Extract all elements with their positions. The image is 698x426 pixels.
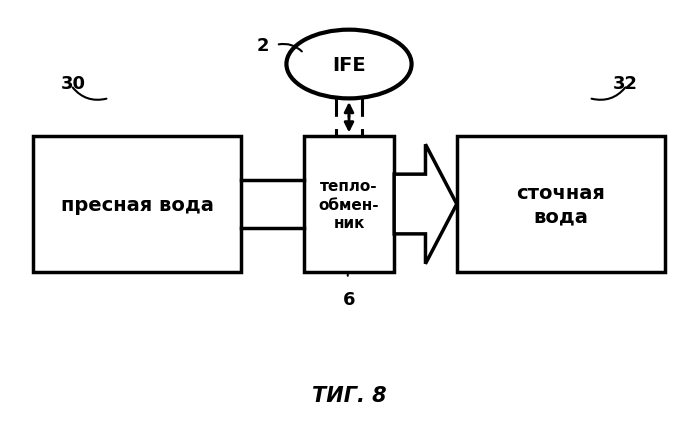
Ellipse shape (286, 31, 412, 99)
Text: сточная
вода: сточная вода (517, 183, 605, 226)
Text: 6: 6 (343, 291, 355, 309)
Bar (33, 137, 242, 272)
Polygon shape (394, 145, 456, 264)
Text: тепло-
обмен-
ник: тепло- обмен- ник (319, 178, 379, 230)
Text: 30: 30 (61, 75, 85, 93)
Text: 2: 2 (257, 37, 269, 55)
Text: 32: 32 (613, 75, 637, 93)
Text: IFE: IFE (332, 55, 366, 75)
Bar (304, 137, 394, 272)
Text: ΤИГ. 8: ΤИГ. 8 (312, 385, 386, 405)
Text: пресная вода: пресная вода (61, 195, 214, 214)
Bar (456, 137, 665, 272)
